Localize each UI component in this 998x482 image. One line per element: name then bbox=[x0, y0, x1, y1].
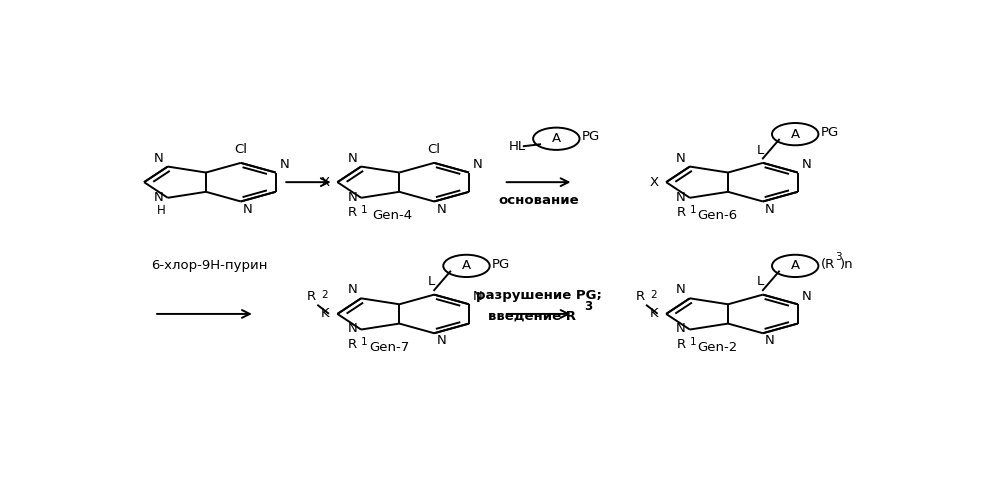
Text: (R: (R bbox=[820, 257, 835, 270]
Text: R: R bbox=[677, 338, 686, 351]
Text: N: N bbox=[801, 159, 811, 172]
Text: PG: PG bbox=[582, 131, 600, 143]
Text: N: N bbox=[473, 159, 483, 172]
Text: введение R: введение R bbox=[488, 309, 576, 322]
Text: N: N bbox=[347, 283, 357, 296]
Text: K: K bbox=[321, 308, 329, 321]
Text: 2: 2 bbox=[650, 290, 657, 300]
Text: L: L bbox=[428, 275, 435, 288]
Text: L: L bbox=[756, 144, 763, 157]
Text: N: N bbox=[473, 290, 483, 303]
Text: N: N bbox=[677, 190, 686, 203]
Text: A: A bbox=[790, 128, 799, 141]
Text: 2: 2 bbox=[321, 290, 327, 300]
Text: разрушение PG;: разрушение PG; bbox=[476, 289, 602, 302]
Text: A: A bbox=[790, 259, 799, 272]
Text: X: X bbox=[320, 175, 329, 188]
Text: )n: )n bbox=[840, 257, 853, 270]
Text: N: N bbox=[436, 335, 446, 348]
Text: N: N bbox=[765, 202, 774, 215]
Text: Cl: Cl bbox=[235, 143, 248, 156]
Text: K: K bbox=[650, 308, 659, 321]
Text: R: R bbox=[677, 206, 686, 219]
Text: Gen-4: Gen-4 bbox=[372, 209, 413, 222]
Text: N: N bbox=[279, 159, 289, 172]
Text: основание: основание bbox=[498, 194, 579, 207]
Text: H: H bbox=[157, 204, 166, 217]
Text: 3: 3 bbox=[835, 252, 842, 262]
Text: N: N bbox=[347, 190, 357, 203]
Text: X: X bbox=[650, 175, 659, 188]
Text: PG: PG bbox=[492, 257, 510, 270]
Text: PG: PG bbox=[820, 126, 839, 139]
Text: R: R bbox=[348, 338, 357, 351]
Text: A: A bbox=[462, 259, 471, 272]
Text: N: N bbox=[677, 152, 686, 165]
Text: 1: 1 bbox=[361, 336, 367, 347]
Text: N: N bbox=[436, 202, 446, 215]
Text: N: N bbox=[154, 152, 164, 165]
Text: N: N bbox=[347, 152, 357, 165]
Text: A: A bbox=[552, 132, 561, 145]
Text: Gen-7: Gen-7 bbox=[369, 341, 409, 354]
Text: R: R bbox=[306, 290, 315, 303]
Text: 1: 1 bbox=[361, 205, 367, 215]
Text: 1: 1 bbox=[690, 336, 697, 347]
Text: N: N bbox=[677, 283, 686, 296]
Text: N: N bbox=[765, 335, 774, 348]
Text: N: N bbox=[347, 322, 357, 335]
Text: 6-хлор-9Н-пурин: 6-хлор-9Н-пурин bbox=[152, 259, 268, 272]
Text: 3: 3 bbox=[584, 300, 592, 313]
Text: N: N bbox=[154, 191, 164, 204]
Text: 1: 1 bbox=[690, 205, 697, 215]
Text: HL: HL bbox=[508, 140, 526, 153]
Text: Gen-6: Gen-6 bbox=[698, 209, 738, 222]
Text: R: R bbox=[348, 206, 357, 219]
Text: N: N bbox=[677, 322, 686, 335]
Text: Gen-2: Gen-2 bbox=[698, 341, 738, 354]
Text: L: L bbox=[756, 275, 763, 288]
Text: N: N bbox=[244, 202, 252, 215]
Text: R: R bbox=[636, 290, 645, 303]
Text: Cl: Cl bbox=[428, 143, 441, 156]
Text: N: N bbox=[801, 290, 811, 303]
